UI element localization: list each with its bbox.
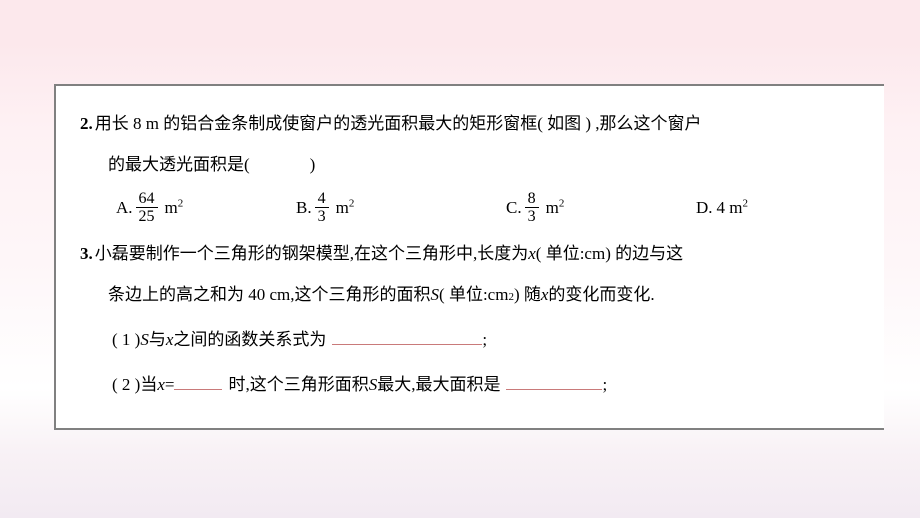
q2-a-unit: m2 (165, 188, 184, 229)
q3-sub2-eq: = (165, 365, 175, 406)
q2-b-fraction: 4 3 (315, 190, 329, 226)
q3-line2: 条边上的高之和为 40 cm,这个三角形的面积 S ( 单位:cm2) 随 x … (80, 275, 870, 316)
q3-sub1-s: S (140, 320, 149, 361)
q3-text-b2: ( 单位:cm (439, 275, 508, 316)
q3-text-a: 小磊要制作一个三角形的钢架模型,在这个三角形中,长度为 (95, 234, 529, 275)
q2-b-label: B. (296, 188, 312, 229)
q3-sub1: ( 1 ) S 与 x 之间的函数关系式为 ; (80, 320, 870, 361)
q2-b-unit: m2 (336, 188, 355, 229)
q3-sub2-x: x (157, 365, 165, 406)
q2-text-c: ) (310, 145, 316, 186)
q3-var-s-1: S (431, 275, 440, 316)
q3-text-b: 条边上的高之和为 40 cm,这个三角形的面积 (108, 275, 431, 316)
q3-sub2-blank2 (506, 372, 602, 390)
q2-c-unit: m2 (546, 188, 565, 229)
q2-choices: A. 64 25 m2 B. 4 3 m2 C. (80, 188, 870, 229)
q3-sub1-t2: 与 (149, 320, 166, 361)
document-frame: 2. 用长 8 m 的铝合金条制成使窗户的透光面积最大的矩形窗框( 如图 ) ,… (54, 84, 884, 430)
q3-sub2-t1: 当 (140, 365, 157, 406)
question-2: 2. 用长 8 m 的铝合金条制成使窗户的透光面积最大的矩形窗框( 如图 ) ,… (80, 104, 870, 228)
q3-var-x-2: x (541, 275, 549, 316)
q2-choice-c: C. 8 3 m2 (506, 188, 696, 229)
q3-sub2: ( 2 ) 当 x = 时,这个三角形面积 S 最大,最大面积是 ; (80, 365, 870, 406)
q3-line1: 3. 小磊要制作一个三角形的钢架模型,在这个三角形中,长度为 x ( 单位:cm… (80, 234, 870, 275)
q3-sub1-semi: ; (482, 320, 487, 361)
q2-choice-a: A. 64 25 m2 (116, 188, 296, 229)
q2-d-label: D. (696, 188, 713, 229)
q2-choice-d: D. 4 m2 (696, 188, 748, 229)
q2-choice-b: B. 4 3 m2 (296, 188, 506, 229)
q3-sub2-s: S (369, 365, 378, 406)
q3-sub1-t3: 之间的函数关系式为 (173, 320, 326, 361)
q3-sub1-blank (332, 327, 482, 345)
q2-text-b: 的最大透光面积是( (108, 145, 250, 186)
q3-text-a2: ( 单位:cm) 的边与这 (536, 234, 683, 275)
q3-sub1-x: x (166, 320, 174, 361)
q2-d-unit: 4 m2 (717, 188, 748, 229)
q2-a-fraction: 64 25 (136, 190, 158, 226)
q3-sub2-t3: 最大,最大面积是 (377, 365, 500, 406)
q2-line2: 的最大透光面积是( ) (80, 145, 870, 186)
q2-text-a: 用长 8 m 的铝合金条制成使窗户的透光面积最大的矩形窗框( 如图 ) ,那么这… (95, 104, 702, 145)
q2-c-label: C. (506, 188, 522, 229)
question-3: 3. 小磊要制作一个三角形的钢架模型,在这个三角形中,长度为 x ( 单位:cm… (80, 234, 870, 405)
q3-sub2-label: ( 2 ) (112, 365, 140, 406)
q2-number: 2. (80, 104, 93, 145)
q2-line1: 2. 用长 8 m 的铝合金条制成使窗户的透光面积最大的矩形窗框( 如图 ) ,… (80, 104, 870, 145)
q2-c-fraction: 8 3 (525, 190, 539, 226)
q3-sub2-semi: ; (602, 365, 607, 406)
q3-sub1-label: ( 1 ) (112, 320, 140, 361)
q3-text-b4: 的变化而变化. (548, 275, 654, 316)
q3-text-b3: ) 随 (514, 275, 541, 316)
q3-sub2-t2: 时,这个三角形面积 (228, 365, 368, 406)
q3-number: 3. (80, 234, 93, 275)
q3-var-x-1: x (528, 234, 536, 275)
q3-sub2-blank1 (174, 372, 222, 390)
q2-a-label: A. (116, 188, 133, 229)
